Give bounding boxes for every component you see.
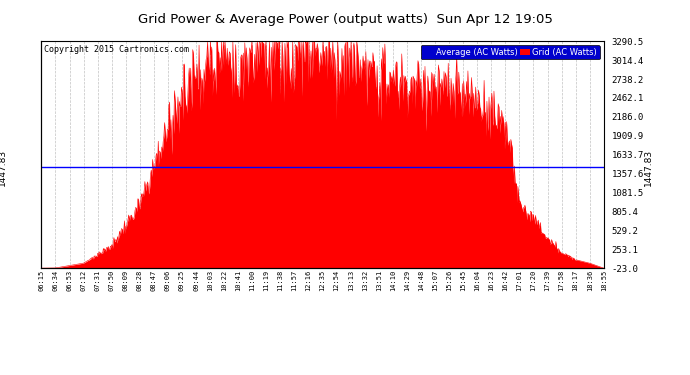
Text: Copyright 2015 Cartronics.com: Copyright 2015 Cartronics.com	[44, 45, 189, 54]
Legend: Average (AC Watts), Grid (AC Watts): Average (AC Watts), Grid (AC Watts)	[421, 45, 600, 59]
Text: Grid Power & Average Power (output watts)  Sun Apr 12 19:05: Grid Power & Average Power (output watts…	[137, 13, 553, 26]
Text: 1447.83: 1447.83	[644, 149, 653, 186]
Text: 1447.83: 1447.83	[0, 149, 7, 186]
